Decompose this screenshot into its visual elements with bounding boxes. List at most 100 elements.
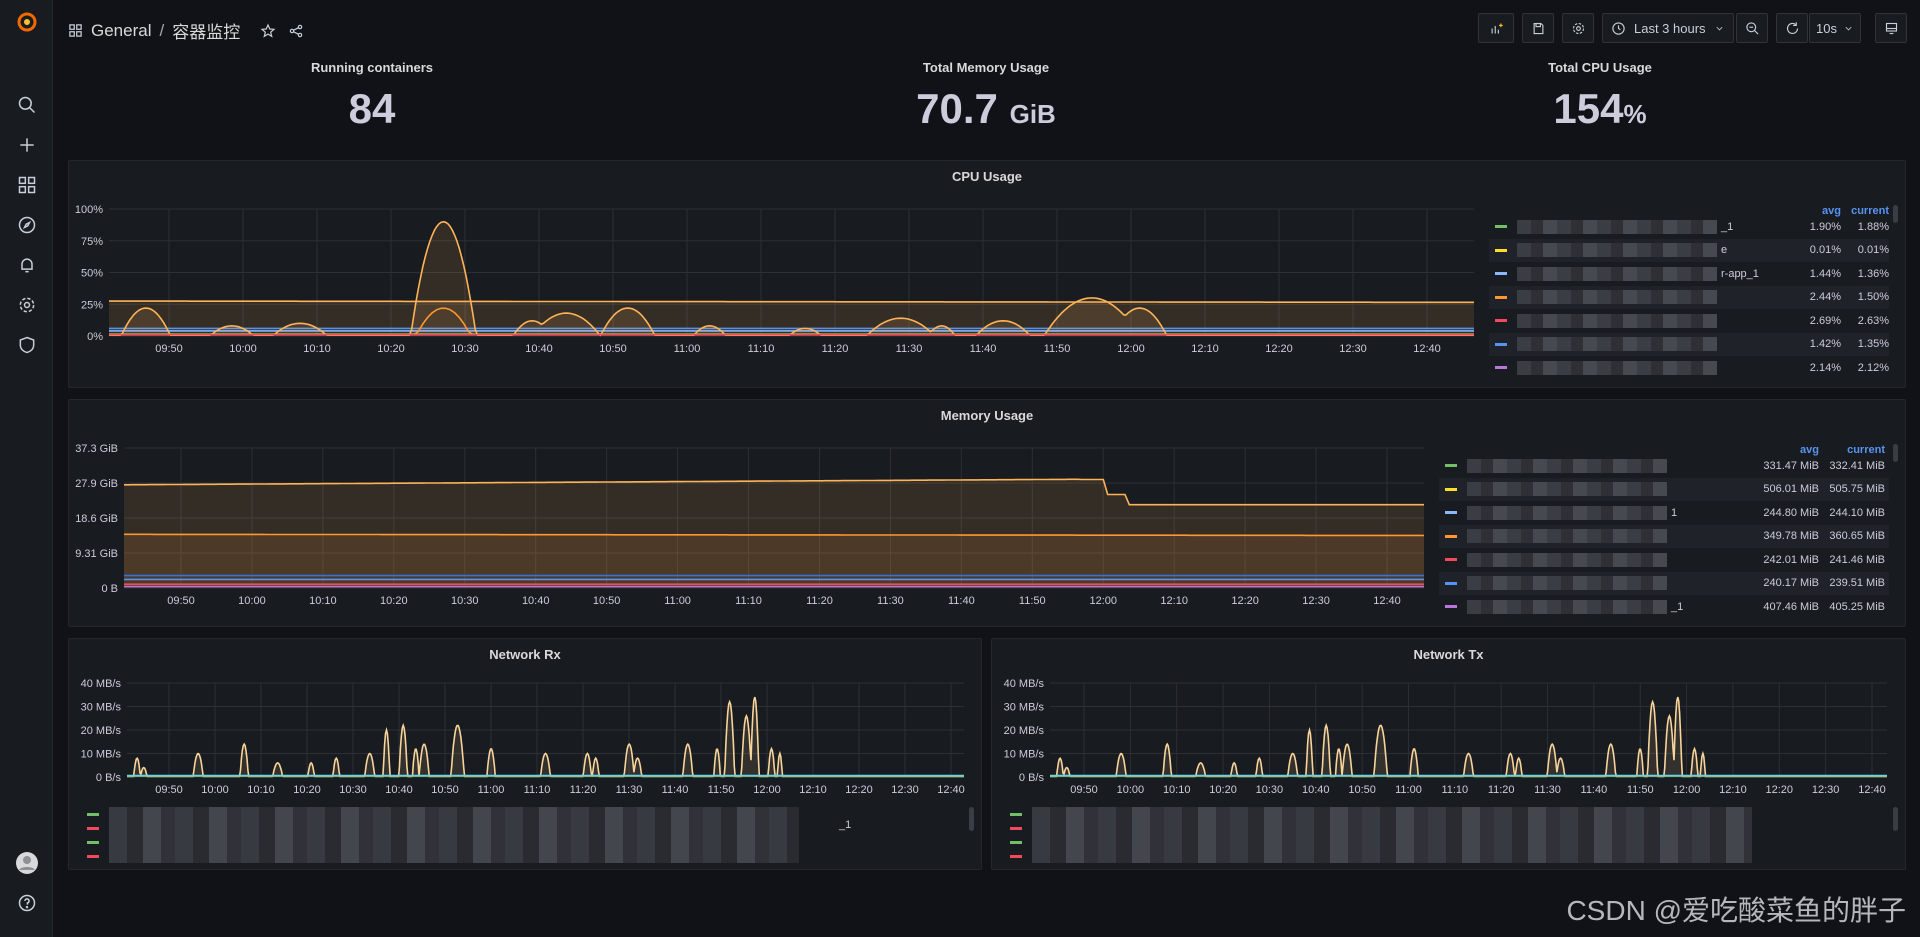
x-tick-label: 10:50 [431,784,459,796]
shield-icon[interactable] [15,333,39,357]
panel-title[interactable]: Network Tx [1413,647,1484,662]
panel-title[interactable]: CPU Usage [951,169,1023,184]
legend-current-value: 244.10 MiB [1829,506,1885,519]
legend-swatch [1495,272,1507,275]
legend-current-value: 360.65 MiB [1829,530,1885,542]
grafana-logo-icon[interactable] [15,10,39,34]
dashboard-title[interactable]: 容器监控 [172,23,241,42]
cpu-usage-panel[interactable]: CPU Usage 100% 75% 50% 25% 0% 09:50 10:00 10:10… [68,160,1906,388]
x-tick-label: 12:20 [1231,595,1259,607]
x-tick-label: 11:50 [1044,343,1071,355]
explore-icon[interactable] [15,213,39,237]
x-tick-label: 12:40 [1858,784,1886,796]
legend-row[interactable]: _1 1.90% 1.88% [1489,215,1889,238]
legend-avg-value: 2.44% [1809,291,1841,303]
plus-icon[interactable] [15,133,39,157]
panel-title[interactable]: Memory Usage [940,408,1034,423]
x-tick-label: 11:50 [1019,595,1046,607]
help-icon[interactable] [15,891,39,915]
zoom-out-button[interactable] [1736,13,1768,43]
gear-icon[interactable] [15,293,39,317]
legend-row[interactable]: 2.44% 1.50% [1489,285,1889,309]
network-tx-chart[interactable]: 40 MB/s 30 MB/s 20 MB/s 10 MB/s 0 B/s 09:50 10… [992,667,1907,827]
share-icon[interactable] [288,23,304,39]
x-tick-label: 11:50 [1627,784,1654,796]
x-tick-label: 10:00 [1117,784,1145,796]
legend-row[interactable]: r-app_1 1.44% 1.36% [1489,262,1889,285]
breadcrumb: General / 容器监控 [68,18,304,43]
memory-legend: avg current 331.47 MiB 332.41 MiB 506.01 MiB… [1439,444,1889,624]
legend-scrollbar[interactable] [1893,205,1898,223]
network-rx-chart[interactable]: 40 MB/s 30 MB/s 20 MB/s 10 MB/s 0 B/s 09:50 10… [69,667,983,827]
legend-scrollbar[interactable] [1893,444,1898,462]
legend-scrollbar[interactable] [969,807,974,831]
refresh-button[interactable] [1776,13,1808,43]
avatar-icon[interactable] [15,851,39,875]
legend-row[interactable]: 2.69% 2.63% [1489,309,1889,332]
tv-mode-button[interactable] [1875,13,1907,43]
refresh-interval-picker[interactable]: 10s [1809,13,1861,43]
memory-usage-panel[interactable]: Memory Usage 37.3 GiB 27.9 GiB 18.6 GiB 9.3… [68,399,1906,627]
legend-row[interactable]: 1.42% 1.35% [1489,332,1889,356]
legend-current-value: 1.36% [1857,267,1889,280]
x-tick-label: 11:40 [948,595,975,607]
y-tick-label: 10 MB/s [1004,749,1045,761]
legend-swatch [1495,248,1507,252]
legend-name-blurred [1517,243,1717,257]
x-tick-label: 10:40 [522,595,550,607]
panel-title[interactable]: Network Rx [489,647,561,662]
legend-row[interactable]: 242.01 MiB 241.46 MiB [1439,548,1889,571]
legend-row[interactable]: 2.14% 2.12% [1489,356,1889,379]
cpu-usage-chart[interactable]: 100% 75% 50% 25% 0% 09:50 10:00 10:10 10:20 10:30… [69,191,1489,387]
x-tick-label: 12:20 [1766,784,1794,796]
refresh-interval-label: 10s [1816,20,1837,36]
legend-current-value: 241.46 MiB [1829,553,1885,566]
legend-scrollbar[interactable] [1893,807,1898,831]
search-icon[interactable] [15,93,39,117]
x-tick-label: 10:10 [303,343,331,355]
x-tick-label: 11:40 [1581,784,1608,796]
legend-row[interactable]: 1 244.80 MiB 244.10 MiB [1439,501,1889,524]
x-tick-label: 09:50 [155,784,183,796]
legend-name-suffix: _1 [1671,600,1684,613]
cpu-series-spiky-area [109,221,1474,336]
legend-row[interactable]: 240.17 MiB 239.51 MiB [1439,571,1889,595]
legend-row[interactable]: 506.01 MiB 505.75 MiB [1439,477,1889,501]
add-panel-button[interactable] [1478,13,1514,43]
breadcrumb-folder[interactable]: General [91,20,152,40]
network-tx-panel[interactable]: Network Tx 40 MB/s 30 MB/s 20 MB/s 10 MB/s 0… [991,638,1906,870]
legend-header-current[interactable]: current [1851,205,1889,217]
legend-current-value: 505.75 MiB [1829,483,1885,495]
x-tick-label: 09:50 [167,595,195,607]
memory-usage-chart[interactable]: 37.3 GiB 27.9 GiB 18.6 GiB 9.31 GiB 0 B 09:50… [69,430,1439,626]
time-range-picker[interactable]: Last 3 hours [1602,13,1734,43]
legend-row[interactable]: 349.78 MiB 360.65 MiB [1439,524,1889,548]
legend-row[interactable]: 331.47 MiB 332.41 MiB [1439,454,1889,477]
x-tick-label: 10:40 [385,784,413,796]
x-tick-label: 09:50 [155,343,183,355]
legend-current-value: 332.41 MiB [1829,459,1885,472]
legend-name-blurred [1467,505,1667,520]
x-tick-label: 11:30 [877,595,904,607]
legend-header-current[interactable]: current [1847,444,1885,456]
x-tick-label: 12:10 [1191,343,1219,355]
y-tick-label: 100% [75,204,103,216]
legend-header-avg[interactable]: avg [1822,205,1841,217]
x-tick-label: 11:50 [708,784,735,796]
save-dashboard-button[interactable] [1522,13,1554,43]
legend-row[interactable]: _1 407.46 MiB 405.25 MiB [1439,595,1889,618]
alert-bell-icon[interactable] [15,253,39,277]
y-tick-label: 20 MB/s [1004,725,1045,737]
x-tick-label: 12:00 [1089,595,1117,607]
legend-row[interactable]: e 0.01% 0.01% [1489,238,1889,262]
y-tick-label: 25% [81,299,103,311]
x-tick-label: 12:00 [753,784,781,796]
network-rx-panel[interactable]: Network Rx 40 MB/s 30 MB/s 20 MB/s 10 MB/s 0… [68,638,982,870]
star-icon[interactable] [260,23,276,39]
x-tick-label: 11:10 [735,595,762,607]
x-tick-label: 11:00 [478,784,505,796]
dashboard-settings-button[interactable] [1562,13,1594,43]
legend-header-avg[interactable]: avg [1800,444,1819,456]
dashboards-icon[interactable] [15,173,39,197]
x-tick-label: 11:20 [570,784,597,796]
